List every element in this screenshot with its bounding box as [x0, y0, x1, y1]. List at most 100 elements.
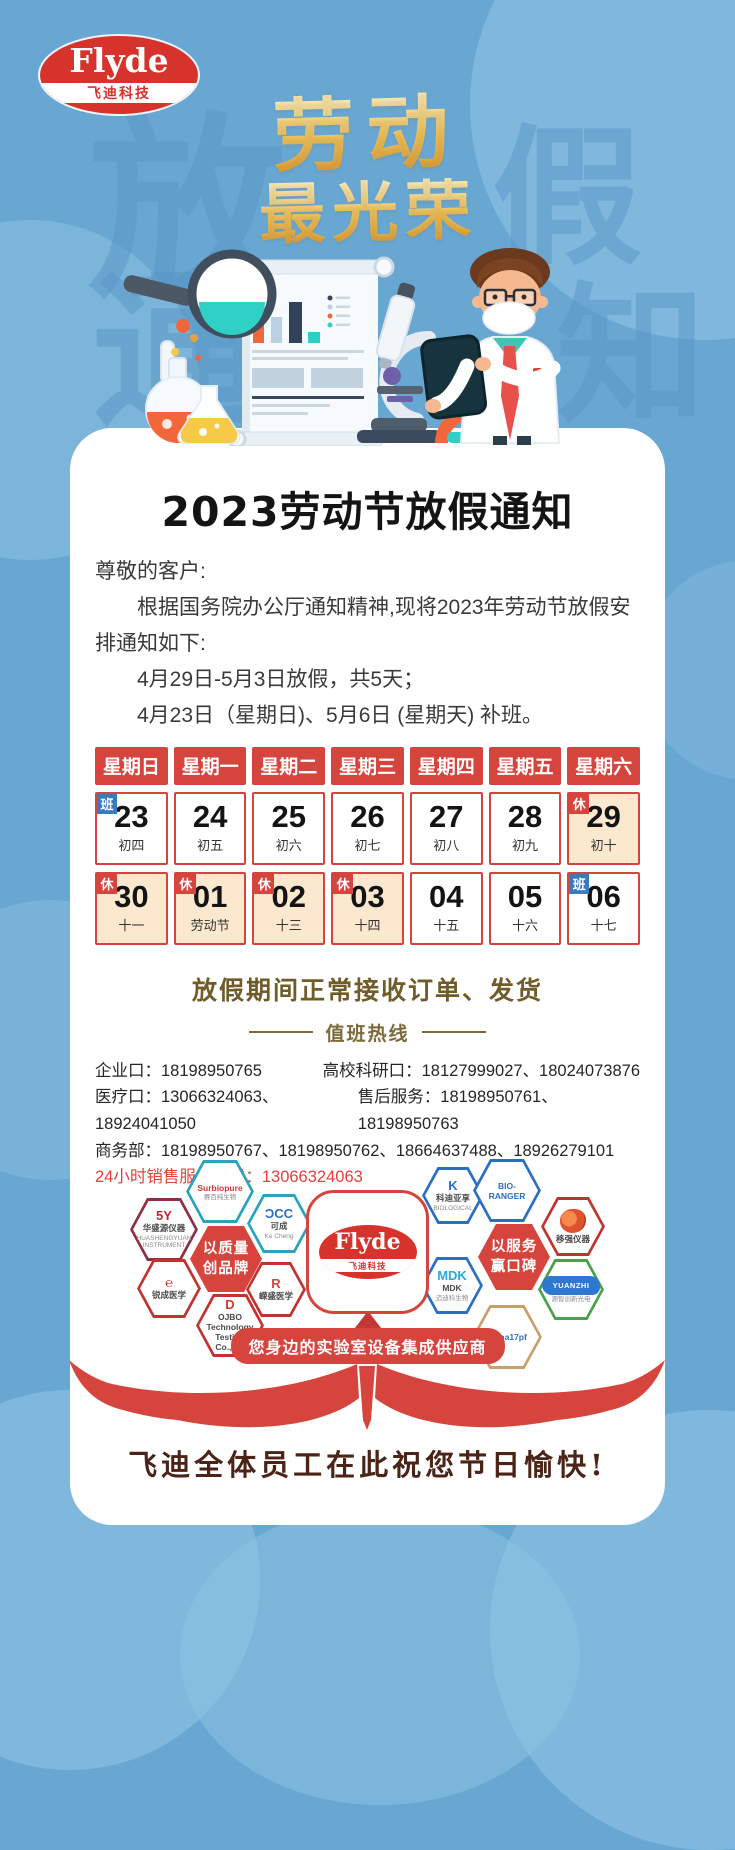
partner-cluster: 5Y 华盛源仪器 HUASHENGYUAN INSTRUMENT Surbiopure…: [0, 1140, 735, 1460]
flyde-center-oval: Flyde 飞迪科技: [318, 1225, 417, 1279]
day-number: 30: [114, 878, 149, 914]
day-lunar-label: 劳动节: [190, 918, 230, 934]
day-badge: 休: [254, 873, 275, 894]
weekday-header: 星期六: [567, 746, 641, 785]
notice-heading: 2023劳动节放假通知: [161, 488, 574, 536]
day-badge: 休: [569, 793, 590, 814]
day-number: 27: [428, 798, 464, 834]
weekday-header: 星期五: [488, 746, 562, 785]
motto-text: 以质量: [202, 1240, 250, 1257]
partner-subtitle: HUASHENGYUAN INSTRUMENT: [136, 1235, 192, 1250]
calendar-day-cell: 24 初五: [173, 791, 247, 865]
partner-logo: 5Y: [156, 1208, 172, 1224]
notice-holiday-line: 4月29日-5月3日放假，共5天；: [137, 668, 425, 692]
day-badge: 休: [175, 873, 196, 894]
hexagon-content: K 科迪亚享 BIOLOGICAL: [422, 1167, 484, 1224]
contact-entry: 售后服务：18198950761、 18198950763: [357, 1088, 558, 1133]
day-lunar-label: 十五: [433, 918, 460, 934]
day-number: 01: [192, 878, 228, 914]
day-lunar-label: 十六: [511, 918, 538, 934]
flyde-center-name: Flyde: [334, 1229, 401, 1255]
calendar-day-cell: 班 23 初四: [95, 791, 168, 865]
partner-name: Surbiopure: [197, 1182, 243, 1193]
hexagon-inner: [140, 1262, 198, 1315]
flyde-logo-subtitle: 飞迪科技: [40, 83, 198, 103]
partner-name: 科迪亚享: [435, 1193, 470, 1204]
day-number: 24: [192, 798, 228, 834]
ribbon-notch: [350, 1311, 385, 1333]
partner-subtitle: BIOLOGICAL: [433, 1204, 473, 1212]
partner-name: china17pf: [487, 1332, 527, 1343]
calendar-day-cell: 休 29 初十: [567, 791, 641, 865]
day-lunar-label: 初五: [197, 838, 224, 854]
day-badge: 班: [97, 793, 117, 814]
calendar-day-cell: 班 06 十七: [567, 871, 641, 945]
contact-entry: 商务部：18198950767、18198950762、18664637488、…: [95, 1141, 615, 1160]
motto-text: 赢口碑: [490, 1259, 538, 1275]
lab-illustration: [123, 248, 561, 446]
calendar-row: 休 30 十一休 01 劳动节休 02 十三休 03 十四 04 十五 05 十六班 06 十七: [95, 871, 641, 945]
notice-salutation: 尊敬的客户:: [95, 560, 206, 583]
hexagon-content: YUANZHI 源智创新光电: [538, 1259, 604, 1320]
day-number: 26: [350, 798, 385, 834]
day-number: 28: [507, 798, 543, 834]
partner-subtitle: 赛百纯生物: [203, 1194, 237, 1202]
calendar-day-cell: 25 初六: [252, 791, 326, 865]
partner-name: 锐成医学: [151, 1290, 186, 1301]
hotline-divider: 值班热线: [95, 1019, 640, 1046]
day-lunar-label: 十四: [354, 918, 381, 934]
partner-subtitle: 源智创新光电: [551, 1295, 591, 1303]
calendar-day-cell: 休 02 十三: [252, 871, 326, 945]
contact-entry: 企业口：18198950765: [95, 1061, 262, 1080]
partner-logo: K: [448, 1178, 458, 1194]
open-book-swoosh: [69, 1360, 665, 1430]
calendar-day-cell: 休 01 劳动节: [173, 871, 247, 945]
supplier-ribbon: 您身边的实验室设备集成供应商: [230, 1328, 505, 1364]
hexagon-inner: [424, 1260, 480, 1311]
weekday-header: 星期日: [95, 746, 168, 785]
flyde-logo-text: Flyde: [69, 41, 169, 80]
day-badge: 休: [97, 873, 117, 894]
calendar-day-cell: 休 03 十四: [331, 871, 404, 945]
contact-row: 企业口：18198950765 高校科研口：18127999027、1802407…: [95, 1058, 640, 1085]
service-headline: 放假期间正常接收订单、发货: [191, 976, 543, 1005]
scientist-illustration: [420, 248, 561, 445]
day-lunar-label: 十一: [118, 918, 145, 934]
contact-entry: 高校科研口：18127999027、18024073876: [322, 1061, 640, 1080]
flyde-center-subtitle: 飞迪科技: [318, 1259, 417, 1272]
day-lunar-label: 初八: [433, 838, 460, 854]
cloud-logo-icon: YUANZHI: [542, 1275, 600, 1295]
watermark-char: 知: [556, 270, 707, 444]
day-badge: 班: [569, 873, 590, 894]
day-lunar-label: 初十: [590, 838, 617, 854]
partner-hexagon: ƆCC 可成 Ke Cheng: [247, 1194, 311, 1253]
calendar-day-cell: 休 30 十一: [95, 871, 168, 945]
partner-logo: D: [225, 1297, 235, 1313]
divider-line: [421, 1031, 486, 1034]
magnifier-illustration: [123, 249, 277, 339]
day-number: 23: [114, 798, 149, 834]
flyde-logo-oval: Flyde 飞迪科技: [40, 36, 198, 114]
flyde-center-badge: Flyde 飞迪科技: [306, 1190, 429, 1314]
partner-hexagon: Surbiopure 赛百纯生物: [186, 1160, 254, 1223]
partner-name: BIO-RANGER: [488, 1180, 526, 1201]
day-lunar-label: 十七: [590, 918, 617, 934]
fox-logo-icon: [560, 1208, 586, 1233]
day-lunar-label: 初四: [118, 838, 145, 854]
day-lunar-label: 十三: [275, 918, 302, 934]
day-number: 05: [507, 878, 543, 914]
motto-text: 以服务: [490, 1238, 538, 1255]
calendar-day-cell: 26 初七: [331, 791, 404, 865]
partner-hexagon: 5Y 华盛源仪器 HUASHENGYUAN INSTRUMENT: [130, 1198, 198, 1261]
day-number: 29: [586, 798, 621, 834]
weekday-header: 星期二: [252, 746, 326, 785]
partner-name: 嵘盛医学: [258, 1291, 293, 1302]
day-number: 02: [271, 878, 307, 914]
notice-workday-line: 4月23日（星期日)、5月6日 (星期天) 补班。: [137, 704, 544, 728]
partner-hexagon: MDK MDK 迈迪科生物: [421, 1257, 483, 1314]
hexagon-content: china17pf: [472, 1305, 542, 1369]
divider-line: [249, 1031, 314, 1034]
day-number: 06: [586, 878, 621, 914]
